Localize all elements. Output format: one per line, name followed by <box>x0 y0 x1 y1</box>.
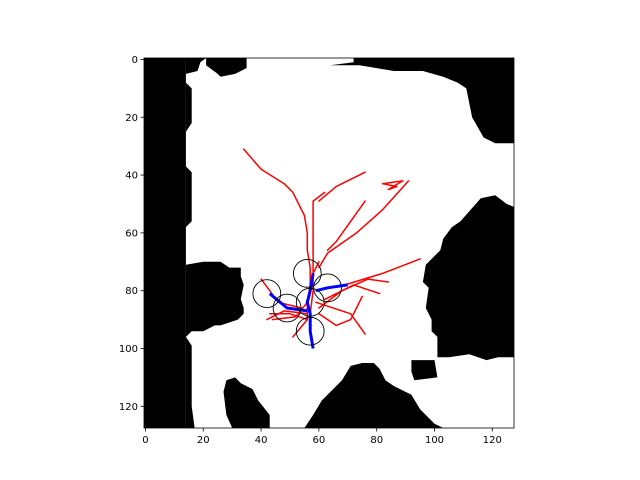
obstacle-region-11 <box>330 58 514 144</box>
waypoint-circle-5 <box>295 316 325 346</box>
waypoint-circle-2 <box>252 279 282 308</box>
y-axis: 0 20 40 60 80 100 120 <box>119 55 144 413</box>
obstacle-region-1 <box>185 58 247 77</box>
obstacle-region-6 <box>185 336 195 428</box>
tree-edge-1 <box>309 191 326 315</box>
obstacle-region-10 <box>411 360 438 381</box>
waypoint-circle-3 <box>295 287 325 317</box>
tree-edge-5 <box>381 180 404 191</box>
x-tick-label-0: 0 <box>142 435 148 446</box>
waypoint-circle-4 <box>272 293 302 323</box>
obstacle-region-2 <box>185 58 207 74</box>
tree-edge-10 <box>318 295 363 327</box>
plot-frame <box>143 57 515 429</box>
y-tick-label-60: 60 <box>125 228 138 239</box>
obstacle-region-4 <box>185 166 192 228</box>
y-tick-label-80: 80 <box>125 286 138 297</box>
tree-edge-2 <box>318 171 366 202</box>
x-tick-label-40: 40 <box>255 435 268 446</box>
tree-edge-9 <box>315 301 366 335</box>
obstacle-region-9 <box>347 368 360 387</box>
x-tick-label-60: 60 <box>313 435 326 446</box>
y-tick-label-100: 100 <box>119 344 138 355</box>
tree-edge-11 <box>268 313 309 321</box>
tree-edge-8 <box>323 284 381 301</box>
x-tick-label-80: 80 <box>370 435 383 446</box>
waypoint-circle-1 <box>313 273 342 303</box>
x-tick-label-20: 20 <box>197 435 210 446</box>
obstacle-region-3 <box>185 82 192 132</box>
y-tick-label-120: 120 <box>119 402 138 413</box>
obstacle-region-5 <box>185 261 244 337</box>
obstacles-layer <box>144 58 514 428</box>
tree-edge-15 <box>292 318 309 338</box>
circles-layer <box>252 259 342 346</box>
x-tick-label-120: 120 <box>483 435 502 446</box>
plot-area <box>144 58 514 428</box>
tree-edge-4 <box>326 200 366 251</box>
y-tick-label-0: 0 <box>132 55 138 66</box>
y-tick-label-40: 40 <box>125 171 138 182</box>
path-segment-0 <box>305 273 315 349</box>
x-axis: 0 20 40 60 80 100 120 <box>142 428 502 446</box>
obstacle-region-8 <box>304 363 444 428</box>
tree-edge-3 <box>318 180 410 269</box>
waypoint-circle-0 <box>292 259 322 288</box>
obstacle-region-12 <box>422 195 514 361</box>
y-tick-label-20: 20 <box>125 113 138 124</box>
tree-edge-14 <box>271 301 309 321</box>
x-tick-label-100: 100 <box>425 435 444 446</box>
obstacle-region-0 <box>144 58 186 428</box>
obstacle-region-7 <box>223 377 270 428</box>
